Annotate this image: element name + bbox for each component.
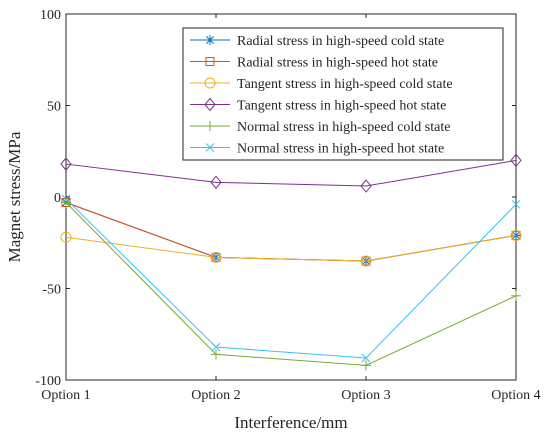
marker-stroke [211, 342, 221, 352]
data-point [360, 179, 372, 193]
series-line [65, 159, 517, 187]
legend-swatch-marker [205, 57, 215, 66]
legend-items: Radial stress in high-speed cold state Ra… [190, 34, 453, 157]
data-point [60, 157, 72, 171]
data-point [360, 255, 372, 267]
legend-label: Normal stress in high-speed cold state [237, 120, 450, 135]
legend-entry: Tangent stress in high-speed hot state [190, 97, 446, 114]
legend-swatch-marker [205, 121, 215, 131]
series-6 [61, 194, 521, 363]
y-axis-label: Magnet stress/MPa [5, 131, 24, 262]
marker-circle [60, 231, 72, 243]
series-line [65, 198, 517, 359]
y-tick-label: 100 [40, 8, 61, 23]
legend-label: Normal stress in high-speed hot state [237, 142, 444, 157]
marker-circle [204, 77, 216, 89]
legend-swatch-marker [204, 77, 216, 89]
x-tick-label: Option 4 [491, 388, 540, 403]
x-tick-label: Option 1 [41, 388, 90, 403]
series-line [65, 202, 517, 366]
data-point [511, 199, 521, 209]
legend: Radial stress in high-speed cold state Ra… [182, 27, 504, 161]
marker-diamond [60, 157, 72, 171]
data-point [361, 353, 371, 363]
legend-entry: Tangent stress in high-speed cold state [190, 77, 453, 92]
data-point [510, 153, 522, 168]
legend-entry: Radial stress in high-speed cold state [190, 34, 444, 49]
data-point [211, 342, 221, 352]
legend-label: Radial stress in high-speed cold state [237, 34, 444, 49]
marker-diamond [210, 175, 222, 190]
marker-diamond [510, 153, 522, 168]
data-point [60, 231, 72, 243]
marker-stroke [61, 194, 71, 204]
legend-entry: Radial stress in high-speed hot state [190, 56, 438, 71]
y-tick-label: -100 [35, 374, 61, 389]
marker-diamond [204, 97, 216, 112]
marker-stroke [361, 353, 371, 363]
legend-label: Tangent stress in high-speed cold state [237, 77, 453, 92]
data-point [61, 194, 71, 204]
legend-entry: Normal stress in high-speed cold state [190, 120, 450, 135]
legend-entry: Normal stress in high-speed hot state [190, 142, 444, 157]
marker-stroke [206, 36, 214, 44]
marker-square [511, 230, 521, 240]
series-layer [60, 153, 522, 371]
data-point [210, 175, 222, 190]
legend-label: Radial stress in high-speed hot state [237, 56, 438, 71]
data-point [510, 229, 522, 241]
marker-stroke [511, 199, 521, 209]
y-tick-label: 50 [47, 100, 61, 115]
data-point [211, 349, 221, 360]
series-line [65, 234, 517, 262]
x-axis-label: Interference/mm [234, 413, 347, 432]
legend-box [182, 27, 504, 161]
marker-diamond [360, 179, 372, 193]
legend-swatch-marker [205, 143, 215, 152]
marker-circle [510, 229, 522, 241]
series-3 [60, 229, 522, 267]
data-point [511, 230, 521, 240]
marker-stroke [205, 143, 215, 152]
x-tick-label: Option 2 [191, 388, 240, 403]
marker-circle [210, 251, 222, 263]
marker-circle [360, 255, 372, 267]
data-point [511, 290, 521, 301]
x-tick-label: Option 3 [341, 388, 390, 403]
marker-square [205, 57, 215, 66]
legend-swatch-marker [204, 97, 216, 112]
series-4 [60, 153, 522, 193]
y-tick-label: -50 [42, 283, 61, 298]
data-point [210, 251, 222, 263]
data-point [361, 360, 371, 371]
legend-swatch-marker [205, 35, 215, 45]
y-tick-label: 0 [54, 191, 61, 206]
legend-label: Tangent stress in high-speed hot state [237, 99, 446, 114]
